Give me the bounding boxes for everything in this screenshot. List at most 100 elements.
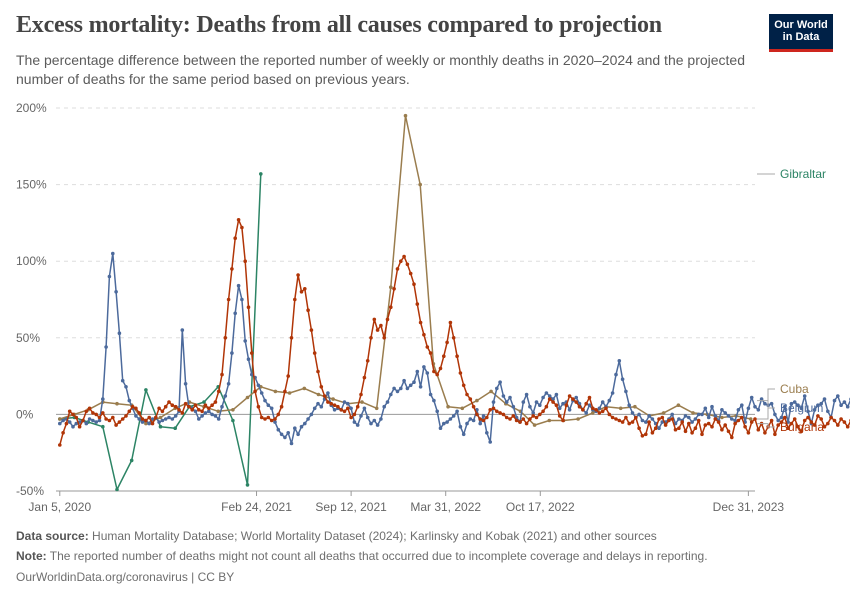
chart-subtitle: The percentage difference between the re…: [16, 52, 746, 87]
data-point-belgium: [399, 386, 403, 391]
data-point-belgium: [395, 389, 400, 394]
data-point-bulgaria: [190, 408, 194, 412]
data-point-bulgaria: [81, 418, 85, 423]
data-point-belgium: [326, 391, 330, 395]
data-point-belgium: [620, 377, 625, 382]
data-point-bulgaria: [736, 418, 741, 423]
data-point-bulgaria: [355, 404, 360, 409]
data-point-belgium: [160, 418, 165, 423]
data-point-bulgaria: [425, 345, 430, 349]
data-point-belgium: [557, 406, 562, 411]
data-point-bulgaria: [382, 336, 387, 340]
data-point-belgium: [124, 385, 128, 389]
data-point-bulgaria: [107, 418, 112, 423]
legend-label-belgium: Belgium: [780, 401, 823, 415]
data-point-bulgaria: [279, 404, 284, 409]
data-point-bulgaria: [650, 431, 655, 435]
data-point-bulgaria: [703, 423, 708, 427]
data-point-bulgaria: [319, 385, 324, 389]
data-point-belgium: [627, 403, 631, 408]
data-point-belgium: [279, 432, 284, 437]
data-point-belgium: [587, 403, 592, 408]
data-point-belgium: [845, 404, 850, 409]
data-point-belgium: [418, 385, 423, 389]
data-point-bulgaria: [594, 408, 598, 412]
data-point-bulgaria: [716, 420, 721, 424]
data-point-belgium: [120, 378, 125, 383]
data-point-belgium: [696, 412, 701, 417]
data-point-belgium: [746, 406, 751, 411]
y-tick-label: 200%: [16, 101, 47, 115]
data-point-cuba: [661, 411, 666, 415]
data-point-belgium: [352, 420, 357, 424]
data-point-belgium: [127, 398, 132, 403]
data-point-belgium: [382, 404, 387, 409]
data-point-bulgaria: [61, 431, 65, 435]
data-point-cuba: [302, 386, 307, 391]
data-point-belgium: [303, 421, 307, 426]
data-point-belgium: [250, 372, 254, 377]
owid-logo[interactable]: Our World in Data: [769, 14, 833, 52]
data-point-bulgaria: [87, 406, 92, 411]
data-point-bulgaria: [389, 305, 393, 310]
data-point-belgium: [839, 403, 843, 408]
data-point-bulgaria: [514, 418, 519, 423]
data-point-bulgaria: [696, 418, 701, 423]
data-point-bulgaria: [157, 406, 161, 411]
data-point-bulgaria: [832, 418, 837, 423]
footer-source: Data source: Human Mortality Database; W…: [16, 529, 657, 543]
data-point-belgium: [276, 427, 281, 432]
data-point-bulgaria: [541, 409, 545, 414]
data-point-bulgaria: [511, 414, 516, 418]
data-point-belgium: [183, 382, 188, 386]
data-point-belgium: [531, 411, 535, 415]
data-point-cuba: [532, 423, 537, 427]
data-point-belgium: [346, 401, 350, 406]
data-point-bulgaria: [607, 412, 612, 417]
data-point-bulgaria: [246, 305, 251, 310]
data-point-bulgaria: [614, 417, 618, 421]
data-point-belgium: [236, 283, 241, 288]
data-point-belgium: [58, 421, 62, 426]
data-point-bulgaria: [554, 403, 559, 408]
data-point-belgium: [465, 421, 469, 426]
data-point-bulgaria: [644, 432, 648, 437]
data-point-bulgaria: [796, 424, 800, 429]
data-point-bulgaria: [326, 400, 330, 404]
data-point-bulgaria: [660, 415, 665, 420]
data-point-bulgaria: [223, 336, 228, 340]
data-point-bulgaria: [620, 420, 625, 424]
data-point-belgium: [312, 406, 317, 411]
data-point-belgium: [104, 345, 108, 349]
data-point-bulgaria: [769, 418, 774, 423]
data-point-bulgaria: [836, 423, 840, 427]
data-point-belgium: [111, 251, 115, 256]
data-point-belgium: [147, 421, 151, 426]
data-point-belgium: [210, 412, 214, 417]
data-point-belgium: [134, 414, 138, 418]
data-point-bulgaria: [173, 404, 178, 409]
data-point-bulgaria: [405, 262, 410, 267]
data-point-belgium: [226, 382, 231, 386]
footer-url[interactable]: OurWorldinData.org/coronavirus | CC BY: [16, 570, 235, 584]
data-point-belgium: [309, 412, 314, 417]
data-point-bulgaria: [372, 317, 377, 322]
data-point-bulgaria: [680, 420, 684, 424]
data-point-belgium: [273, 420, 277, 424]
data-point-belgium: [442, 421, 446, 426]
data-point-belgium: [458, 424, 463, 429]
data-point-bulgaria: [475, 412, 479, 417]
data-point-bulgaria: [630, 420, 635, 424]
data-point-belgium: [822, 397, 827, 401]
data-point-bulgaria: [226, 297, 231, 302]
data-point-belgium: [230, 351, 234, 355]
data-point-belgium: [753, 404, 757, 409]
data-point-bulgaria: [167, 400, 171, 404]
data-point-cuba: [489, 389, 493, 394]
data-point-gibraltar: [115, 487, 119, 492]
data-point-bulgaria: [180, 411, 185, 415]
data-point-gibraltar: [173, 426, 177, 431]
data-point-belgium: [293, 426, 297, 431]
data-point-belgium: [428, 392, 433, 397]
data-point-cuba: [144, 421, 148, 426]
